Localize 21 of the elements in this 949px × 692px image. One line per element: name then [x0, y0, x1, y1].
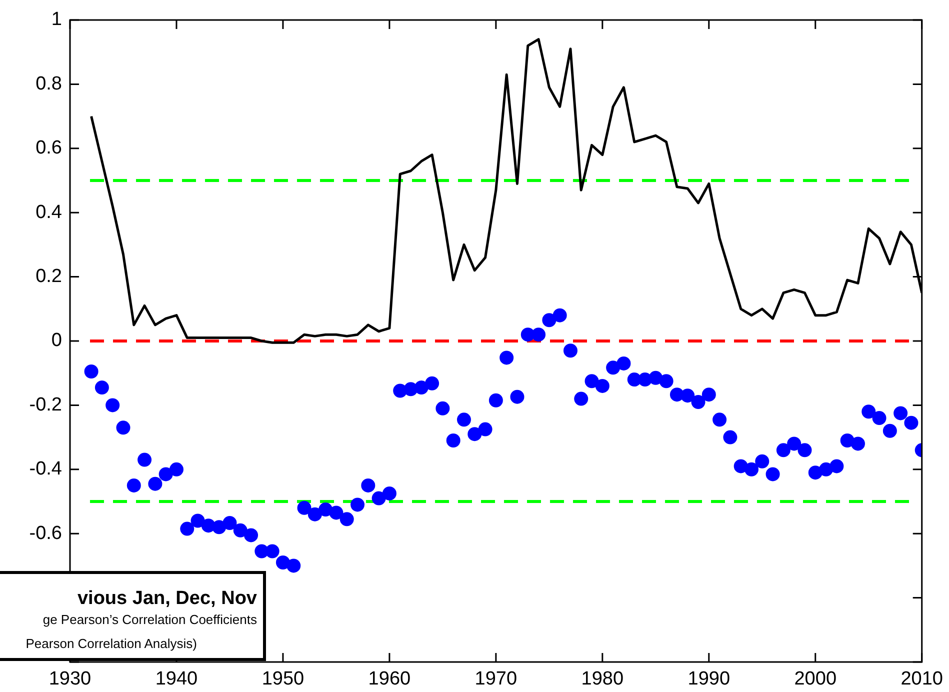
x-tick-label: 1970	[474, 668, 518, 690]
y-tick-label: 0.2	[36, 266, 62, 288]
x-tick-label: 2000	[794, 668, 837, 690]
x-tick-label: 1930	[48, 668, 92, 690]
y-tick-label: 0.4	[36, 202, 62, 223]
y-tick-label: 0.6	[36, 138, 62, 159]
annotation: vious Jan, Dec, Nov	[77, 588, 257, 610]
x-tick-label: 1950	[262, 668, 304, 690]
x-tick-label: 1990	[688, 668, 730, 690]
y-tick-label: 0	[51, 330, 62, 352]
x-tick-label: 1940	[155, 668, 198, 690]
y-tick-label: -0.4	[29, 458, 62, 480]
y-tick-label: -0.6	[29, 522, 62, 544]
y-tick-label: 1	[51, 9, 62, 30]
annotation: Pearson Correlation Analysis)	[26, 636, 197, 651]
x-tick-label: 2010	[900, 668, 944, 690]
y-tick-label: -0.2	[29, 394, 62, 416]
y-tick-label: 0.8	[36, 73, 62, 94]
x-tick-label: 1980	[581, 668, 624, 690]
annotation: ge Pearson’s Correlation Coefficients	[42, 612, 257, 627]
x-tick-label: 1960	[368, 668, 411, 690]
